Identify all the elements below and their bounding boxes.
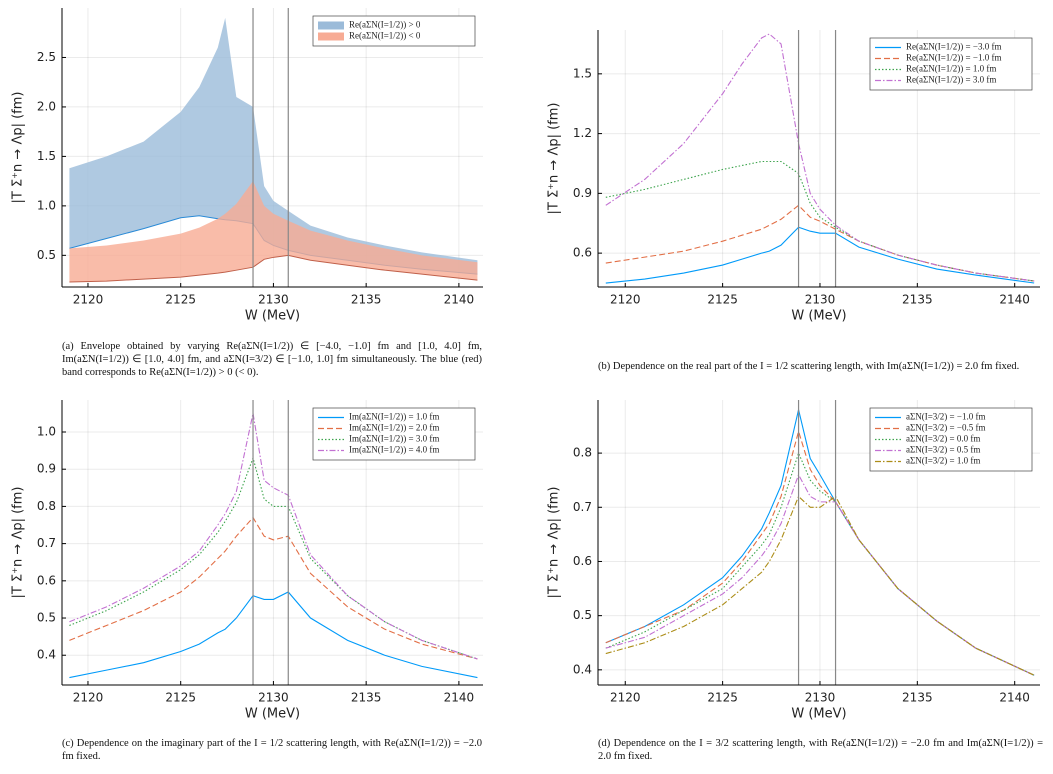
- y-tick-label: 0.5: [37, 248, 56, 262]
- legend-box: [869, 37, 1033, 91]
- y-tick-label: 1.2: [573, 126, 592, 140]
- legend-label: Re(aΣN(I=1/2)) = −3.0 fm: [906, 42, 1001, 52]
- x-axis-label: W (MeV): [791, 309, 846, 324]
- y-tick-label: 0.8: [573, 446, 592, 460]
- legend-swatch: [318, 21, 344, 30]
- y-tick-label: 0.6: [573, 554, 592, 568]
- legend-swatch: [318, 32, 344, 41]
- x-tick-label: 2130: [258, 293, 289, 307]
- x-tick-label: 2135: [902, 691, 933, 705]
- y-tick-label: 0.9: [37, 462, 56, 476]
- legend-label: Re(aΣN(I=1/2)) < 0: [349, 31, 421, 41]
- x-tick-label: 2135: [351, 691, 382, 705]
- panel: 2120 2125 2130 2135 2140 0.6 0.9 1.2 1.5 W (MeV) |…: [547, 30, 1040, 324]
- y-tick-label: 0.7: [573, 500, 592, 514]
- y-tick-label: 1.0: [37, 198, 56, 212]
- y-tick-label: 0.5: [37, 611, 56, 625]
- legend-label: Im(aΣN(I=1/2)) = 1.0 fm: [349, 412, 439, 422]
- legend-label: Im(aΣN(I=1/2)) = 4.0 fm: [349, 445, 439, 455]
- legend-label: Im(aΣN(I=1/2)) = 3.0 fm: [349, 434, 439, 444]
- y-tick-label: 1.0: [37, 424, 56, 438]
- legend: Re(aΣN(I=1/2)) > 0Re(aΣN(I=1/2)) < 0: [312, 15, 476, 47]
- x-axis-label: W (MeV): [245, 707, 300, 722]
- legend-label: Re(aΣN(I=1/2)) = −1.0 fm: [906, 53, 1001, 63]
- y-tick-label: 1.5: [37, 149, 56, 163]
- legend-label: aΣN(I=3/2) = −0.5 fm: [906, 423, 985, 433]
- legend-label: Re(aΣN(I=1/2)) > 0: [349, 20, 421, 30]
- legend-label: Re(aΣN(I=1/2)) = 1.0 fm: [906, 64, 996, 74]
- x-tick-label: 2130: [258, 691, 289, 705]
- y-tick-label: 0.8: [37, 499, 56, 513]
- y-tick-label: 0.4: [573, 662, 592, 676]
- legend-label: aΣN(I=3/2) = 0.5 fm: [906, 445, 980, 455]
- x-tick-label: 2140: [444, 691, 475, 705]
- x-tick-label: 2125: [707, 691, 738, 705]
- y-axis-label: |T Σ⁺n → Λp| (fm): [547, 487, 562, 599]
- x-tick-label: 2130: [805, 691, 836, 705]
- caption: (d) Dependence on the I = 3/2 scattering…: [598, 738, 1043, 762]
- x-tick-label: 2125: [707, 293, 738, 307]
- caption: (a) Envelope obtained by varying Re(aΣN(…: [62, 341, 482, 378]
- y-tick-label: 0.6: [573, 246, 592, 260]
- y-axis-label: |T Σ⁺n → Λp| (fm): [547, 103, 562, 215]
- panel: 2120 2125 2130 2135 2140 0.5 1.0 1.5 2.0 2.5 W (Me…: [11, 8, 483, 324]
- band: [69, 181, 478, 283]
- y-tick-label: 0.9: [573, 186, 592, 200]
- x-axis-label: W (MeV): [791, 707, 846, 722]
- caption: (b) Dependence on the real part of the I…: [598, 361, 1020, 372]
- legend-label: aΣN(I=3/2) = 0.0 fm: [906, 434, 980, 444]
- x-tick-label: 2135: [902, 293, 933, 307]
- y-axis-label: |T Σ⁺n → Λp| (fm): [11, 487, 26, 599]
- x-tick-label: 2120: [73, 293, 104, 307]
- x-tick-label: 2140: [444, 293, 475, 307]
- y-tick-label: 1.5: [573, 66, 592, 80]
- x-tick-label: 2125: [165, 293, 196, 307]
- line: [605, 495, 1035, 676]
- y-tick-label: 0.6: [37, 573, 56, 587]
- y-tick-label: 2.0: [37, 99, 56, 113]
- y-tick-label: 0.5: [573, 608, 592, 622]
- y-axis-label: |T Σ⁺n → Λp| (fm): [11, 92, 26, 204]
- x-tick-label: 2120: [73, 691, 104, 705]
- x-tick-label: 2120: [610, 293, 641, 307]
- line: [69, 413, 478, 660]
- legend-label: aΣN(I=3/2) = −1.0 fm: [906, 412, 985, 422]
- x-tick-label: 2135: [351, 293, 382, 307]
- panel: 2120 2125 2130 2135 2140 0.4 0.5 0.6 0.7 0.8 0.9 1.…: [11, 400, 483, 722]
- caption: (c) Dependence on the imaginary part of …: [62, 738, 482, 762]
- x-tick-label: 2140: [999, 293, 1030, 307]
- legend-label: Re(aΣN(I=1/2)) = 3.0 fm: [906, 75, 996, 85]
- legend-label: Im(aΣN(I=1/2)) = 2.0 fm: [349, 423, 439, 433]
- legend-box: [312, 407, 476, 461]
- band: [69, 17, 478, 275]
- y-tick-label: 0.7: [37, 536, 56, 550]
- y-tick-label: 0.4: [37, 648, 56, 662]
- x-tick-label: 2125: [165, 691, 196, 705]
- legend-label: aΣN(I=3/2) = 1.0 fm: [906, 456, 980, 466]
- x-tick-label: 2140: [999, 691, 1030, 705]
- legend-box: [312, 15, 476, 47]
- panel: 2120 2125 2130 2135 2140 0.4 0.5 0.6 0.7 0.8 W (Me…: [547, 400, 1040, 722]
- line: [605, 33, 1035, 282]
- y-tick-label: 2.5: [37, 50, 56, 64]
- x-tick-label: 2130: [805, 293, 836, 307]
- x-axis-label: W (MeV): [245, 309, 300, 324]
- x-tick-label: 2120: [610, 691, 641, 705]
